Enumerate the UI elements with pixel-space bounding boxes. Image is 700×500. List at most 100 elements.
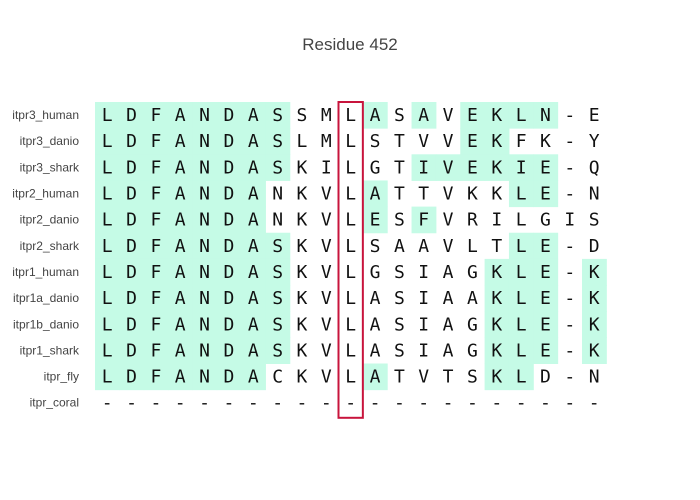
residue: S: [370, 131, 381, 152]
conserved-cell-highlight: [192, 258, 218, 286]
residue: K: [297, 262, 308, 283]
conserved-cell-highlight: [241, 363, 266, 391]
conserved-cell-highlight: [460, 102, 486, 129]
residue: K: [491, 184, 502, 205]
residue: -: [564, 157, 575, 178]
conserved-cell-highlight: [484, 311, 510, 338]
conserved-cell-highlight: [192, 363, 218, 391]
residue: -: [418, 393, 429, 414]
conserved-cell-highlight: [95, 154, 120, 181]
residue: L: [516, 288, 527, 309]
residue: V: [321, 236, 332, 257]
residue: A: [418, 236, 429, 257]
conserved-cell-highlight: [143, 258, 169, 286]
conserved-cell-highlight: [508, 258, 534, 286]
residue: -: [321, 393, 332, 414]
conserved-cell-highlight: [241, 285, 266, 312]
residue: A: [248, 157, 259, 178]
conserved-cell-highlight: [119, 102, 145, 129]
residue: L: [516, 262, 527, 283]
conserved-cell-highlight: [143, 128, 169, 155]
residue: A: [248, 184, 259, 205]
residue: I: [516, 157, 527, 178]
conserved-cell-highlight: [241, 128, 266, 155]
conserved-cell-highlight: [362, 206, 388, 234]
residue: K: [491, 367, 502, 388]
residue: F: [150, 157, 161, 178]
residue: G: [467, 314, 478, 335]
residue: V: [443, 157, 454, 178]
residue: -: [491, 393, 502, 414]
residue: A: [175, 210, 186, 231]
conserved-cell-highlight: [411, 206, 437, 234]
conserved-cell-highlight: [119, 363, 145, 391]
residue: F: [150, 236, 161, 257]
conserved-cell-highlight: [508, 154, 534, 181]
residue: L: [345, 210, 356, 231]
conserved-cell-highlight: [362, 363, 388, 391]
residue: A: [248, 288, 259, 309]
residue: -: [540, 393, 551, 414]
sequence-label: itpr1a_danio: [13, 291, 79, 305]
residue: L: [102, 314, 113, 335]
residue: N: [589, 367, 600, 388]
residue: N: [199, 314, 210, 335]
sequence-label: itpr1_human: [12, 265, 79, 279]
residue: G: [467, 340, 478, 361]
conserved-cell-highlight: [508, 337, 534, 364]
residue: T: [394, 131, 405, 152]
conserved-cell-highlight: [241, 180, 266, 208]
residue: A: [370, 184, 381, 205]
residue: K: [589, 262, 600, 283]
residue: S: [589, 210, 600, 231]
residue: V: [443, 210, 454, 231]
conserved-cell-highlight: [582, 311, 607, 338]
residue: V: [418, 131, 429, 152]
conserved-cell-highlight: [95, 180, 120, 208]
residue: A: [394, 236, 405, 257]
conserved-cell-highlight: [241, 232, 266, 260]
conserved-cell-highlight: [95, 285, 120, 312]
conserved-cell-highlight: [265, 258, 291, 286]
residue: F: [150, 340, 161, 361]
conserved-cell-highlight: [192, 206, 218, 234]
residue: -: [272, 393, 283, 414]
residue: S: [272, 262, 283, 283]
residue: E: [589, 105, 600, 126]
sequence-label: itpr3_shark: [20, 160, 80, 174]
conserved-cell-highlight: [143, 311, 169, 338]
conserved-cell-highlight: [119, 154, 145, 181]
residue: V: [321, 340, 332, 361]
residue: L: [345, 184, 356, 205]
residue: F: [150, 262, 161, 283]
conserved-cell-highlight: [216, 232, 242, 260]
residue: L: [102, 236, 113, 257]
residue: -: [564, 184, 575, 205]
residue: E: [467, 105, 478, 126]
alignment-row: itpr3_shark L D F A N D A S K I L G T I V E K I E - Q: [20, 154, 600, 181]
residue: F: [150, 131, 161, 152]
conserved-cell-highlight: [508, 285, 534, 312]
residue: A: [175, 367, 186, 388]
conserved-cell-highlight: [192, 154, 218, 181]
residue: L: [516, 314, 527, 335]
residue: S: [394, 340, 405, 361]
residue: F: [150, 314, 161, 335]
residue: D: [224, 236, 235, 257]
conserved-cell-highlight: [216, 154, 242, 181]
residue: V: [321, 184, 332, 205]
residue: -: [224, 393, 235, 414]
residue: N: [272, 184, 283, 205]
alignment-rows: itpr3_human L D F A N D A S S M L A S A V E K L N - Eitpr3_da…: [12, 102, 607, 414]
residue: K: [297, 157, 308, 178]
residue: A: [370, 340, 381, 361]
conserved-cell-highlight: [192, 337, 218, 364]
residue: S: [272, 288, 283, 309]
residue: N: [199, 210, 210, 231]
conserved-cell-highlight: [192, 311, 218, 338]
residue: K: [297, 340, 308, 361]
residue: -: [394, 393, 405, 414]
residue: L: [102, 367, 113, 388]
residue: K: [491, 157, 502, 178]
